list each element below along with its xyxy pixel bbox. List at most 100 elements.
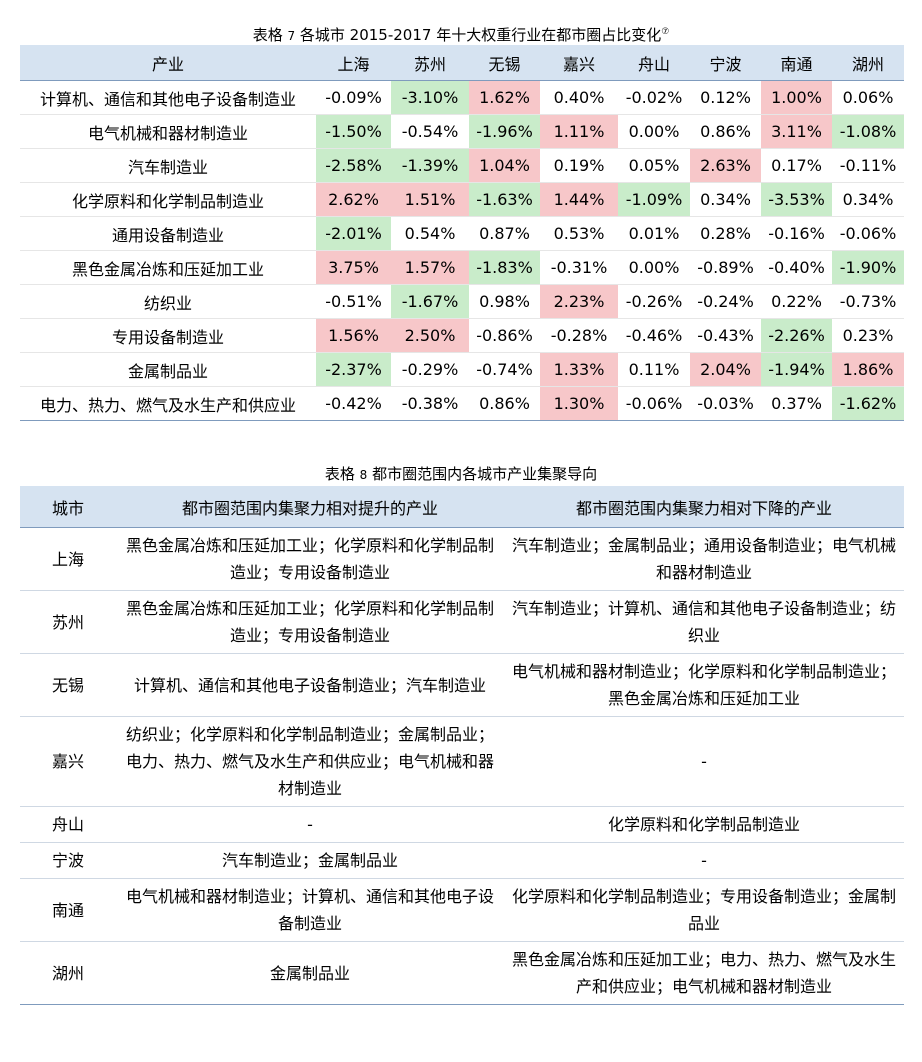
value-text: -0.24%	[697, 292, 754, 311]
industry-name: 金属制品业	[20, 352, 316, 387]
table-row: 舟山 - 化学原料和化学制品制造业	[20, 806, 904, 843]
value-cell: -0.54%	[391, 114, 469, 149]
value-cell: 1.86%	[832, 352, 904, 387]
table-row: 通用设备制造业 -2.01% 0.54% 0.87% 0.53% 0.01% 0.28% -0…	[20, 216, 904, 251]
value-cell: -0.38%	[391, 386, 469, 421]
value-cell: -1.94%	[761, 352, 832, 387]
value-text: -0.03%	[697, 394, 754, 413]
header-city: 上海	[316, 45, 391, 81]
header-city: 湖州	[832, 45, 904, 81]
value-text: -2.58%	[316, 149, 391, 182]
city-name: 上海	[20, 527, 116, 591]
table7-header-row: 产业 上海 苏州 无锡 嘉兴 舟山 宁波 南通 湖州	[20, 45, 904, 81]
rising-industries: 纺织业；化学原料和化学制品制造业；金属制品业；电力、热力、燃气及水生产和供应业；…	[116, 716, 504, 807]
rising-industries: 汽车制造业；金属制品业	[116, 842, 504, 879]
value-cell: -0.42%	[316, 386, 391, 421]
value-text: -3.53%	[761, 183, 832, 216]
value-cell: 0.28%	[690, 216, 761, 251]
table8-caption-prefix: 表格	[324, 465, 360, 483]
table8-header-row: 城市 都市圈范围内集聚力相对提升的产业 都市圈范围内集聚力相对下降的产业	[20, 486, 904, 528]
value-text: 0.87%	[479, 224, 530, 243]
declining-industries: 黑色金属冶炼和压延加工业；电力、热力、燃气及水生产和供应业；电气机械和器材制造业	[504, 941, 904, 1005]
value-cell: -0.31%	[540, 250, 618, 285]
value-cell: -0.16%	[761, 216, 832, 251]
rising-industries: 计算机、通信和其他电子设备制造业；汽车制造业	[116, 653, 504, 717]
value-text: 1.33%	[540, 353, 618, 386]
value-text: -1.50%	[316, 115, 391, 148]
table-row: 化学原料和化学制品制造业 2.62% 1.51% -1.63% 1.44% -1.09% 0…	[20, 182, 904, 217]
value-text: 1.11%	[540, 115, 618, 148]
table7-caption: 表格 7 各城市 2015-2017 年十大权重行业在都市圈占比变化⑦	[0, 22, 922, 46]
table-row: 计算机、通信和其他电子设备制造业 -0.09% -3.10% 1.62% 0.40% -0…	[20, 80, 904, 115]
value-cell: -0.03%	[690, 386, 761, 421]
value-cell: -0.74%	[469, 352, 540, 387]
value-text: -1.67%	[391, 285, 469, 318]
value-text: -0.40%	[768, 258, 825, 277]
table-row: 湖州 金属制品业 黑色金属冶炼和压延加工业；电力、热力、燃气及水生产和供应业；电气机…	[20, 941, 904, 1005]
value-text: 1.57%	[391, 251, 469, 284]
declining-industries: 汽车制造业；金属制品业；通用设备制造业；电气机械和器材制造业	[504, 527, 904, 591]
table-row: 专用设备制造业 1.56% 2.50% -0.86% -0.28% -0.46% -0.43…	[20, 318, 904, 353]
value-text: -0.73%	[839, 292, 897, 311]
value-cell: -0.29%	[391, 352, 469, 387]
value-cell: 2.04%	[690, 352, 761, 387]
value-cell: -1.62%	[832, 386, 904, 421]
value-text: -0.89%	[697, 258, 754, 277]
value-text: 1.00%	[761, 81, 832, 114]
value-cell: 1.57%	[391, 250, 469, 285]
value-cell: 1.30%	[540, 386, 618, 421]
value-cell: 0.11%	[618, 352, 690, 387]
table8-caption: 表格 8 都市圈范围内各城市产业集聚导向	[0, 464, 922, 485]
value-cell: -1.39%	[391, 148, 469, 183]
value-text: -2.37%	[316, 353, 391, 386]
value-cell: 3.75%	[316, 250, 391, 285]
table8-caption-number: 8	[359, 468, 368, 482]
value-text: -0.11%	[839, 156, 897, 175]
value-text: 0.98%	[479, 292, 530, 311]
table-row: 纺织业 -0.51% -1.67% 0.98% 2.23% -0.26% -0.24% 0.2…	[20, 284, 904, 319]
city-name: 嘉兴	[20, 716, 116, 807]
value-text: -1.83%	[469, 251, 540, 284]
table-row: 汽车制造业 -2.58% -1.39% 1.04% 0.19% 0.05% 2.63% 0.1…	[20, 148, 904, 183]
value-text: -0.28%	[550, 326, 608, 345]
value-cell: -0.26%	[618, 284, 690, 319]
table-row: 电力、热力、燃气及水生产和供应业 -0.42% -0.38% 0.86% 1.30% -0…	[20, 386, 904, 421]
declining-industries: -	[504, 716, 904, 807]
value-text: 0.23%	[842, 326, 894, 345]
value-text: 0.17%	[771, 156, 822, 175]
value-cell: -0.40%	[761, 250, 832, 285]
value-text: -0.38%	[401, 394, 459, 413]
value-cell: 0.87%	[469, 216, 540, 251]
value-text: -1.63%	[469, 183, 540, 216]
value-cell: 0.86%	[469, 386, 540, 421]
value-text: -0.54%	[401, 122, 459, 141]
value-cell: -2.58%	[316, 148, 391, 183]
value-text: 0.40%	[553, 88, 605, 107]
value-cell: -2.26%	[761, 318, 832, 353]
rising-industries: 金属制品业	[116, 941, 504, 1005]
value-text: 0.22%	[771, 292, 822, 311]
value-cell: 0.05%	[618, 148, 690, 183]
city-name: 无锡	[20, 653, 116, 717]
value-cell: -1.50%	[316, 114, 391, 149]
industry-name: 纺织业	[20, 284, 316, 319]
value-text: 2.62%	[316, 183, 391, 216]
value-text: 1.44%	[540, 183, 618, 216]
value-cell: 0.54%	[391, 216, 469, 251]
value-text: -0.31%	[550, 258, 608, 277]
table7-footnote-mark: ⑦	[661, 27, 670, 37]
header-city: 苏州	[391, 45, 469, 81]
value-cell: -2.01%	[316, 216, 391, 251]
value-text: -0.16%	[768, 224, 825, 243]
value-cell: -0.28%	[540, 318, 618, 353]
value-text: -0.06%	[625, 394, 683, 413]
value-text: 1.30%	[540, 387, 618, 420]
industry-name: 化学原料和化学制品制造业	[20, 182, 316, 217]
city-name: 舟山	[20, 806, 116, 843]
value-cell: 0.00%	[618, 250, 690, 285]
rising-industries: 黑色金属冶炼和压延加工业；化学原料和化学制品制造业；专用设备制造业	[116, 527, 504, 591]
value-cell: -0.06%	[832, 216, 904, 251]
declining-industries: 电气机械和器材制造业；化学原料和化学制品制造业；黑色金属冶炼和压延加工业	[504, 653, 904, 717]
value-text: 3.75%	[316, 251, 391, 284]
city-cluster-orientation-table: 城市 都市圈范围内集聚力相对提升的产业 都市圈范围内集聚力相对下降的产业 上海 黑色金…	[20, 486, 904, 1005]
